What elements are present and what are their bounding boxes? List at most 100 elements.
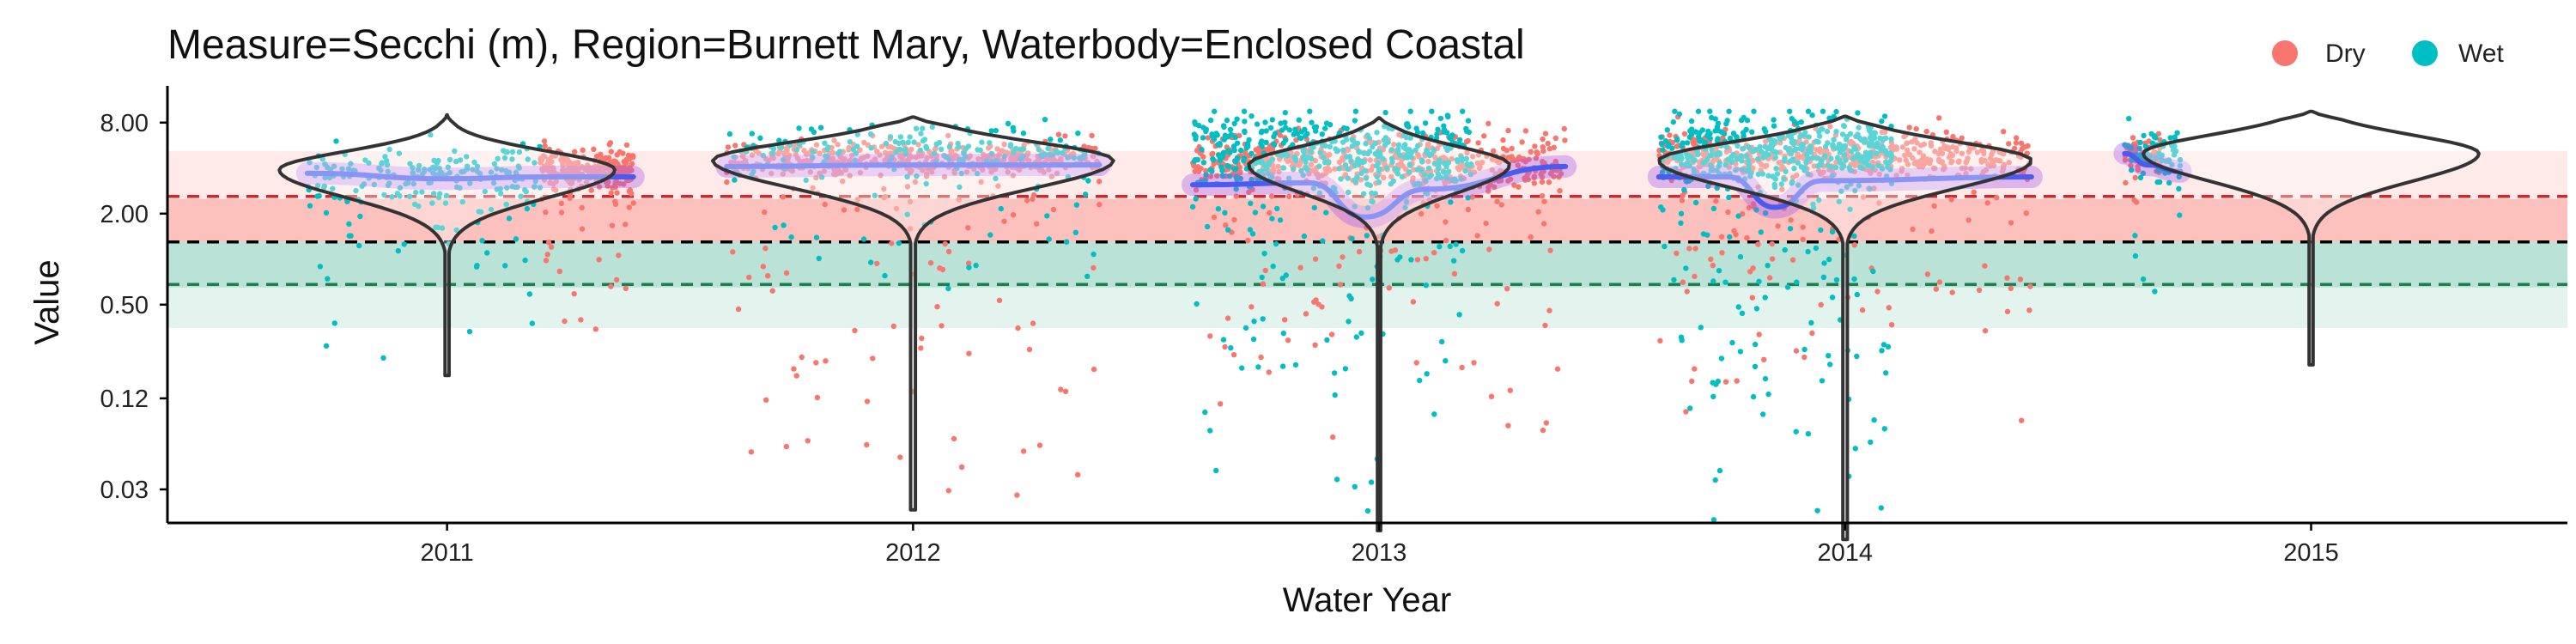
- dry-point: [1260, 281, 1267, 287]
- dry-point: [1323, 170, 1329, 177]
- wet-point: [1826, 256, 1832, 263]
- dry-point: [1491, 148, 1497, 154]
- wet-point: [1678, 210, 1685, 216]
- wet-point: [506, 216, 513, 222]
- wet-point: [1838, 188, 1844, 194]
- dry-point: [1267, 210, 1273, 216]
- wet-point: [1042, 117, 1048, 123]
- dry-point: [1547, 247, 1553, 253]
- wet-point: [1046, 151, 1053, 158]
- wet-point: [1045, 145, 1051, 152]
- wet-point: [1670, 118, 1677, 125]
- wet-point: [515, 163, 521, 169]
- wet-point: [1247, 227, 1254, 233]
- dry-point: [1258, 354, 1264, 361]
- wet-point: [1406, 161, 1413, 167]
- dry-point: [626, 188, 633, 194]
- dry-point: [1931, 203, 1937, 209]
- dry-point: [889, 240, 895, 246]
- y-axis-title: Value: [28, 259, 66, 344]
- wet-point: [1349, 235, 1355, 242]
- dry-point: [965, 225, 971, 231]
- wet-point: [1726, 194, 1732, 200]
- wet-point: [1422, 120, 1429, 126]
- wet-point: [1304, 167, 1310, 173]
- wet-point: [939, 146, 945, 152]
- wet-point: [1463, 155, 1470, 161]
- wet-point: [1716, 467, 1723, 474]
- dry-point: [1392, 247, 1399, 253]
- wet-point: [1794, 120, 1800, 126]
- dry-point: [1001, 141, 1007, 148]
- wet-point: [1753, 306, 1760, 312]
- wet-point: [1072, 229, 1079, 235]
- plot-area: [167, 108, 2567, 542]
- wet-point: [1057, 137, 1064, 143]
- wet-point: [2172, 134, 2178, 140]
- wet-point: [920, 125, 926, 131]
- wet-point: [1674, 137, 1680, 143]
- dry-point: [1092, 145, 1098, 151]
- dry-point: [574, 159, 581, 166]
- wet-point: [1370, 143, 1376, 150]
- wet-point: [907, 134, 913, 140]
- dry-point: [1539, 179, 1546, 185]
- wet-point: [1213, 467, 1219, 474]
- wet-point: [1871, 417, 1877, 423]
- wet-point: [1408, 257, 1414, 263]
- dry-point: [1010, 212, 1017, 218]
- wet-point: [2167, 135, 2173, 141]
- wet-point: [1733, 167, 1739, 173]
- wet-point: [1838, 160, 1844, 166]
- wet-point: [2137, 174, 2144, 181]
- dry-point: [1268, 193, 1275, 199]
- wet-point: [509, 149, 516, 155]
- wet-point: [1857, 158, 1863, 164]
- dry-point: [1479, 160, 1485, 166]
- dry-point: [1276, 176, 1282, 182]
- wet-point: [442, 200, 449, 206]
- wet-point: [2170, 147, 2177, 153]
- dry-point: [1971, 189, 1977, 195]
- wet-point: [1793, 146, 1799, 152]
- dry-point: [813, 174, 819, 181]
- x-tick-label: 2011: [420, 539, 473, 567]
- dry-point: [724, 179, 730, 185]
- wet-point: [452, 148, 458, 155]
- wet-point: [346, 233, 352, 239]
- wet-point: [882, 272, 888, 279]
- wet-point: [957, 184, 963, 190]
- wet-point: [1856, 125, 1862, 131]
- dry-point: [1494, 301, 1500, 307]
- dry-point: [562, 318, 568, 325]
- dry-point: [1750, 165, 1756, 171]
- wet-point: [1757, 143, 1763, 150]
- wet-point: [1715, 136, 1721, 142]
- wet-point: [522, 257, 528, 264]
- dry-point: [1195, 168, 1202, 174]
- wet-point: [914, 173, 920, 179]
- dry-point: [580, 147, 586, 153]
- wet-point: [818, 174, 825, 180]
- wet-point: [2156, 150, 2162, 156]
- dry-point: [1205, 135, 1212, 141]
- dry-point: [878, 172, 884, 179]
- wet-point: [2148, 131, 2154, 137]
- wet-point: [1263, 139, 1269, 145]
- dry-point: [1231, 216, 1237, 223]
- wet-point: [1762, 375, 1769, 382]
- wet-point: [1444, 147, 1450, 154]
- dry-point: [1026, 346, 1033, 353]
- dry-point: [1713, 198, 1719, 204]
- wet-point: [317, 264, 324, 270]
- wet-point: [1443, 173, 1449, 179]
- dry-point: [1485, 120, 1492, 127]
- wet-point: [1773, 149, 1780, 155]
- wet-point: [1225, 163, 1232, 170]
- wet-point: [1793, 428, 1799, 434]
- dry-point: [830, 171, 837, 177]
- dry-point: [613, 178, 620, 185]
- dry-point: [920, 167, 926, 173]
- wet-point: [1692, 129, 1699, 135]
- wet-point: [918, 131, 924, 137]
